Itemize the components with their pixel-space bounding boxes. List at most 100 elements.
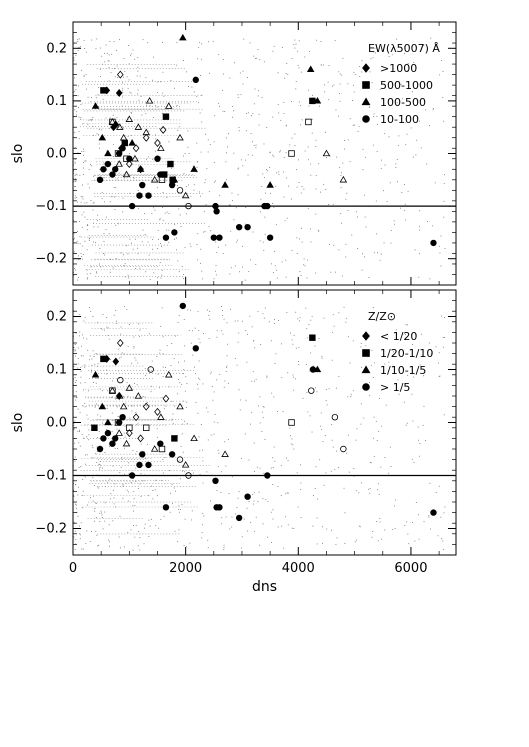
background-dot: [244, 433, 246, 435]
background-dot: [87, 390, 89, 392]
background-dot: [121, 352, 123, 354]
background-dot: [384, 457, 386, 458]
background-dot: [81, 355, 82, 357]
background-dot: [76, 111, 77, 113]
background-dot: [179, 478, 181, 480]
background-dot: [174, 405, 175, 407]
background-dot: [78, 38, 80, 40]
data-point: [162, 394, 170, 403]
data-point: [430, 239, 437, 247]
background-dot: [253, 145, 255, 146]
background-dot: [236, 364, 238, 366]
data-point: [104, 160, 112, 168]
data-point: [157, 440, 164, 447]
background-dot: [215, 274, 217, 276]
background-dot: [104, 511, 106, 513]
background-dot: [157, 230, 159, 231]
background-dot: [269, 152, 271, 154]
background-dot: [82, 245, 84, 247]
data-point: [91, 102, 100, 109]
background-dot: [97, 214, 99, 216]
background-dot: [255, 379, 257, 380]
data-point: [145, 192, 152, 199]
background-dot: [160, 479, 162, 481]
background-dot: [85, 396, 87, 398]
data-point: [109, 171, 116, 178]
background-dot: [340, 175, 342, 176]
background-dot: [141, 241, 143, 243]
background-dot: [272, 50, 274, 52]
background-dot: [133, 491, 135, 492]
background-dot: [298, 182, 300, 183]
background-dot: [101, 390, 103, 392]
background-dot: [404, 203, 406, 205]
background-dot: [183, 278, 185, 280]
background-dot: [92, 447, 94, 449]
background-dot: [376, 115, 378, 117]
background-dot: [402, 102, 404, 104]
background-dot: [257, 311, 259, 313]
background-dot: [173, 358, 175, 359]
background-dot: [144, 213, 145, 214]
background-dot: [147, 402, 148, 403]
legend-label: 10-100: [380, 113, 419, 126]
background-dot: [80, 376, 82, 378]
background-dot: [315, 139, 317, 141]
background-dot: [77, 279, 79, 281]
background-dot: [307, 411, 309, 413]
background-dot: [129, 91, 131, 93]
background-dot: [128, 63, 130, 65]
background-dot: [160, 243, 161, 244]
background-dot: [293, 334, 295, 336]
data-point: [112, 435, 119, 442]
background-dot: [412, 91, 413, 93]
background-dot: [318, 338, 320, 339]
background-dot: [400, 83, 402, 85]
background-dot: [157, 92, 158, 93]
background-dot: [266, 169, 267, 171]
background-dot: [157, 277, 159, 279]
background-dot: [229, 204, 231, 206]
background-dot: [402, 333, 404, 335]
background-dot: [274, 250, 275, 252]
background-dot: [242, 245, 243, 247]
background-dot: [237, 341, 239, 343]
background-dot: [86, 225, 88, 226]
background-dot: [264, 439, 266, 440]
background-dot: [225, 465, 227, 467]
background-dot: [82, 490, 84, 492]
background-dot: [113, 143, 114, 145]
background-dot: [434, 182, 436, 184]
data-point: [137, 434, 144, 443]
background-dot: [83, 389, 84, 391]
background-dot: [418, 538, 420, 540]
background-dot: [405, 144, 407, 146]
background-dot: [178, 270, 180, 272]
background-dot: [238, 167, 239, 169]
background-dot: [388, 361, 390, 363]
background-dot: [242, 70, 244, 72]
background-dot: [180, 446, 182, 447]
background-dot: [257, 49, 259, 50]
background-dot: [171, 343, 173, 344]
background-dot: [418, 253, 420, 255]
background-dot: [239, 72, 241, 74]
background-dot: [314, 345, 316, 347]
background-dot: [123, 58, 125, 59]
background-dot: [379, 398, 380, 399]
background-dot: [322, 441, 324, 442]
data-point: [288, 419, 295, 426]
background-dot: [285, 125, 287, 127]
background-dot: [86, 273, 88, 275]
background-dot: [346, 192, 348, 194]
background-dot: [233, 110, 234, 112]
background-dot: [144, 523, 146, 525]
background-dot: [423, 405, 425, 407]
background-dot: [81, 507, 83, 509]
background-dot: [97, 226, 99, 228]
background-dot: [73, 233, 75, 235]
data-point: [119, 133, 128, 141]
background-dot: [298, 101, 300, 103]
background-dot: [340, 74, 342, 76]
background-dot: [74, 132, 76, 134]
